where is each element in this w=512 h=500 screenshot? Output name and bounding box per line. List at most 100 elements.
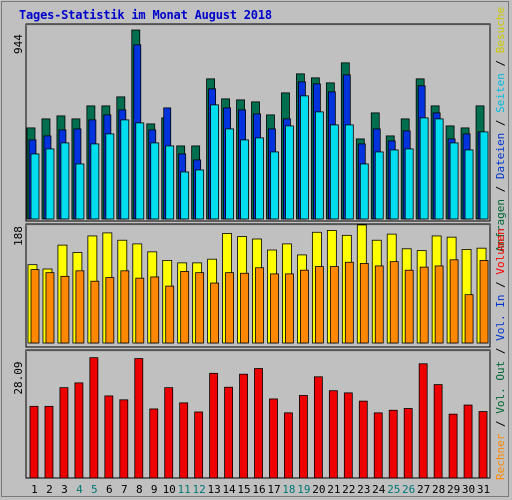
x-tick-label-2: 2	[46, 483, 53, 496]
bar-seiten-day-21	[329, 124, 339, 220]
bar-volumen-day-29	[448, 413, 458, 479]
bar-volumen-day-28	[433, 384, 443, 479]
bar-volumen-day-1	[29, 405, 39, 479]
bar-rechner-day-21	[329, 266, 339, 344]
x-tick-label-17: 17	[267, 483, 280, 496]
bar-rechner-day-24	[374, 265, 384, 344]
x-tick-label-21: 21	[327, 483, 340, 496]
bar-seiten-day-26	[404, 148, 414, 220]
x-tick-label-19: 19	[297, 483, 310, 496]
bar-seiten-day-17	[270, 151, 279, 220]
bar-rechner-day-30	[464, 294, 474, 344]
x-tick-label-4: 4	[76, 483, 83, 496]
bar-seiten-day-4	[75, 163, 85, 220]
bar-volumen-day-13	[209, 372, 219, 479]
legend-top-panel: Anfragen / Dateien / Seiten / Besuche	[494, 7, 507, 252]
x-tick-label-7: 7	[121, 483, 128, 496]
bar-volumen-day-14	[224, 386, 233, 479]
legend-part-label-top-5: /	[494, 53, 507, 74]
bar-volumen-day-15	[239, 373, 248, 479]
bar-volumen-day-8	[134, 358, 144, 479]
bar-rechner-day-7	[120, 270, 130, 344]
bar-seiten-day-11	[180, 171, 190, 220]
bar-rechner-day-4	[75, 270, 85, 344]
bar-rechner-day-27	[419, 266, 429, 344]
bar-seiten-day-12	[195, 169, 205, 220]
legend-part-label-top-6: Besuche	[494, 6, 507, 54]
bar-volumen-day-4	[74, 382, 84, 479]
bar-volumen-day-7	[119, 399, 129, 479]
bar-seiten-day-6	[105, 133, 115, 220]
y-max-label-2: 188	[12, 226, 25, 246]
bar-seiten-day-7	[120, 119, 130, 220]
bar-rechner-day-23	[359, 263, 369, 344]
x-tick-label-3: 3	[61, 483, 68, 496]
x-tick-label-10: 10	[163, 483, 176, 496]
bar-volumen-day-20	[313, 376, 323, 479]
bar-volumen-day-22	[343, 392, 353, 479]
legend-part-label-mid-4: Vol. In	[494, 294, 507, 341]
legend-part-label-mid-0: Rechner	[494, 433, 507, 480]
x-tick-label-12: 12	[193, 483, 206, 496]
x-tick-label-23: 23	[357, 483, 370, 496]
bar-volumen-day-3	[59, 387, 69, 479]
bar-volumen-day-5	[89, 357, 99, 479]
bar-volumen-day-2	[44, 405, 54, 479]
bar-rechner-day-18	[285, 273, 294, 344]
bar-seiten-day-30	[464, 149, 474, 220]
chart-title: Tages-Statistik im Monat August 2018	[19, 8, 272, 22]
bar-volumen-day-30	[463, 404, 473, 479]
bar-volumen-day-10	[164, 387, 174, 479]
bar-volumen-day-21	[328, 390, 338, 479]
legend-part-label-top-3: /	[494, 112, 507, 133]
x-tick-label-26: 26	[402, 483, 415, 496]
bar-volumen-day-6	[104, 395, 114, 479]
bar-volumen-day-31	[478, 411, 488, 479]
bar-rechner-day-3	[60, 275, 70, 344]
x-tick-label-25: 25	[387, 483, 400, 496]
legend-part-label-top-4: Seiten	[494, 73, 507, 113]
bar-seiten-day-8	[135, 122, 145, 220]
x-tick-label-28: 28	[432, 483, 445, 496]
bar-volumen-day-25	[388, 409, 398, 479]
bar-seiten-day-24	[374, 151, 384, 220]
bar-rechner-day-12	[195, 272, 205, 344]
bar-rechner-day-20	[314, 266, 324, 344]
x-tick-label-14: 14	[222, 483, 236, 496]
x-tick-label-5: 5	[91, 483, 98, 496]
bar-seiten-day-18	[285, 125, 294, 220]
bar-seiten-day-29	[449, 142, 459, 220]
x-tick-label-9: 9	[151, 483, 158, 496]
bar-rechner-day-28	[434, 265, 444, 344]
bar-volumen-day-18	[284, 412, 293, 479]
y-max-label-3: 28.09	[12, 361, 25, 394]
x-tick-label-30: 30	[462, 483, 475, 496]
bar-seiten-day-31	[479, 131, 489, 220]
bar-rechner-day-25	[389, 261, 399, 344]
bar-rechner-day-31	[479, 260, 489, 344]
legend-part-label-mid-2: Vol. Out	[494, 360, 507, 414]
x-tick-label-22: 22	[342, 483, 355, 496]
bar-seiten-day-23	[359, 163, 369, 220]
x-tick-label-29: 29	[447, 483, 460, 496]
bar-volumen-day-11	[179, 402, 189, 479]
bar-volumen-day-24	[373, 412, 383, 479]
bar-volumen-day-19	[299, 395, 308, 479]
x-tick-label-15: 15	[237, 483, 250, 496]
bar-seiten-day-5	[90, 143, 100, 220]
bar-rechner-day-2	[45, 272, 55, 344]
bar-rechner-day-5	[90, 280, 100, 344]
bar-seiten-day-16	[255, 137, 264, 220]
bar-rechner-day-26	[404, 269, 414, 344]
x-tick-label-20: 20	[312, 483, 325, 496]
bar-seiten-day-19	[300, 95, 309, 220]
bar-volumen-day-26	[403, 408, 413, 479]
bar-seiten-day-28	[434, 118, 444, 220]
bar-volumen-day-27	[418, 363, 428, 479]
bar-seiten-day-25	[389, 149, 399, 220]
y-max-label-1: 944	[12, 34, 25, 54]
legend-part-label-top-1: /	[494, 179, 507, 200]
legend-part-label-mid-3: /	[494, 340, 507, 361]
bar-rechner-day-10	[165, 285, 175, 344]
x-tick-label-6: 6	[106, 483, 113, 496]
